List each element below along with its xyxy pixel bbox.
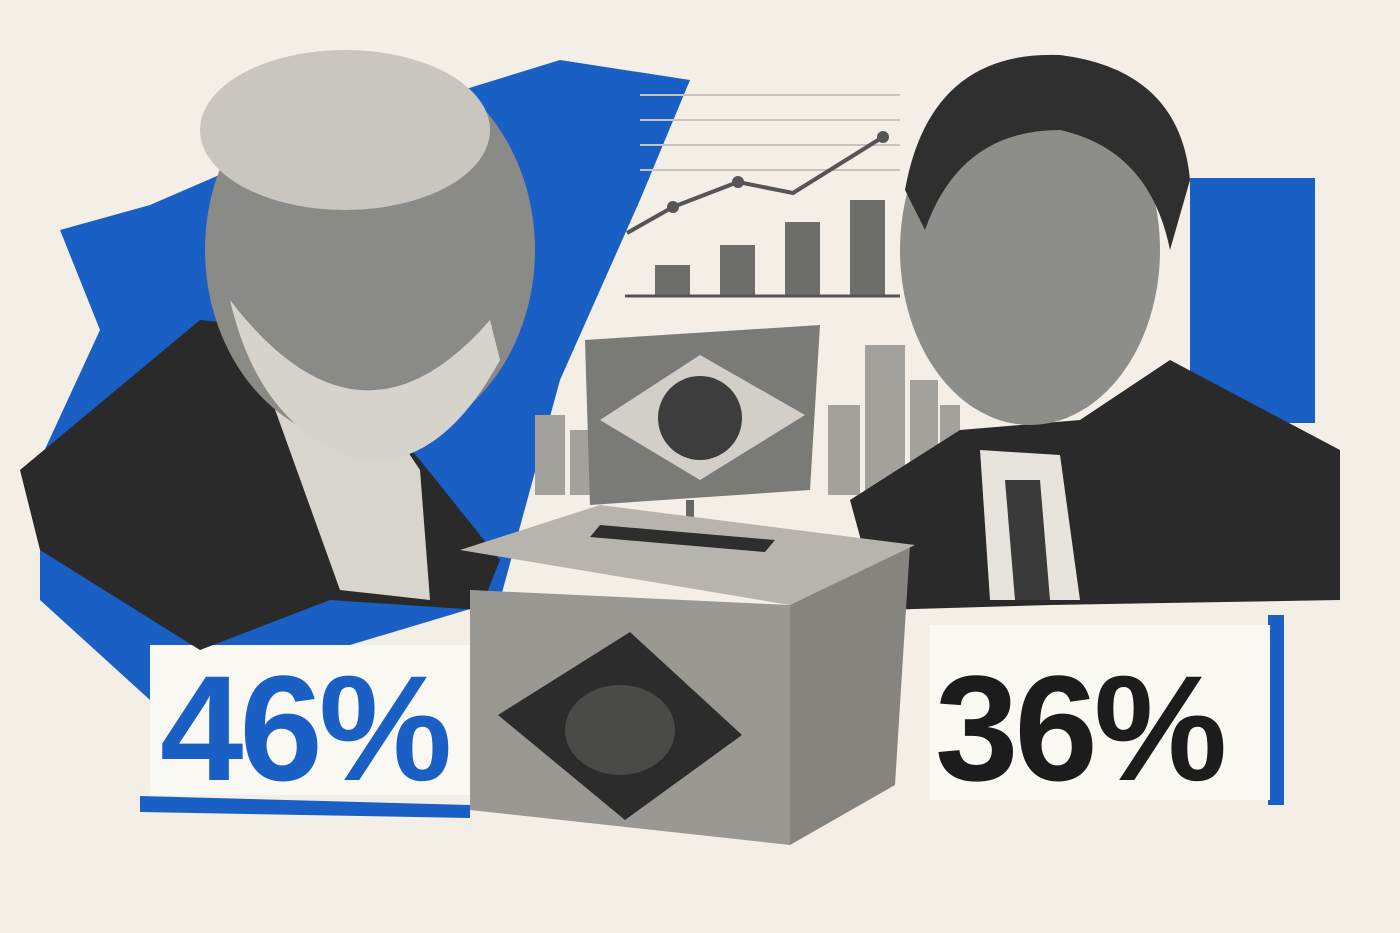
left-person xyxy=(20,50,535,650)
right-person-part xyxy=(1005,480,1050,600)
mini-chart xyxy=(625,94,900,298)
mini-chart-part xyxy=(877,131,889,143)
ballot-box-part xyxy=(790,545,910,845)
left-percentage: 46% xyxy=(160,644,449,812)
flag-part xyxy=(658,376,742,460)
ballot-box-part xyxy=(590,525,775,552)
skyline-part xyxy=(570,430,590,495)
mini-chart-part xyxy=(850,200,885,295)
skyline-part xyxy=(828,405,860,495)
blue-brush-part xyxy=(140,796,470,818)
ballot-box xyxy=(460,505,915,845)
right-person xyxy=(850,54,1340,610)
right-person-part xyxy=(905,54,1190,250)
skyline-part xyxy=(535,415,565,495)
label-panels xyxy=(150,625,1270,800)
left-person-part xyxy=(200,50,490,210)
mini-chart-part xyxy=(785,222,820,295)
right-percentage: 36% xyxy=(935,644,1224,812)
left-person-part xyxy=(230,300,500,461)
label-panels-part xyxy=(930,625,1270,800)
flag xyxy=(585,325,820,545)
mini-chart-part xyxy=(667,201,679,213)
mini-chart-part xyxy=(655,265,690,295)
mini-chart-part xyxy=(732,176,744,188)
label-panels-part xyxy=(150,645,470,795)
right-person-part xyxy=(850,360,1340,610)
skyline xyxy=(535,345,960,495)
mini-chart-part xyxy=(720,245,755,295)
ballot-box-part xyxy=(460,505,915,605)
ballot-box-part xyxy=(565,685,675,775)
blue-brush-part xyxy=(1268,615,1284,805)
